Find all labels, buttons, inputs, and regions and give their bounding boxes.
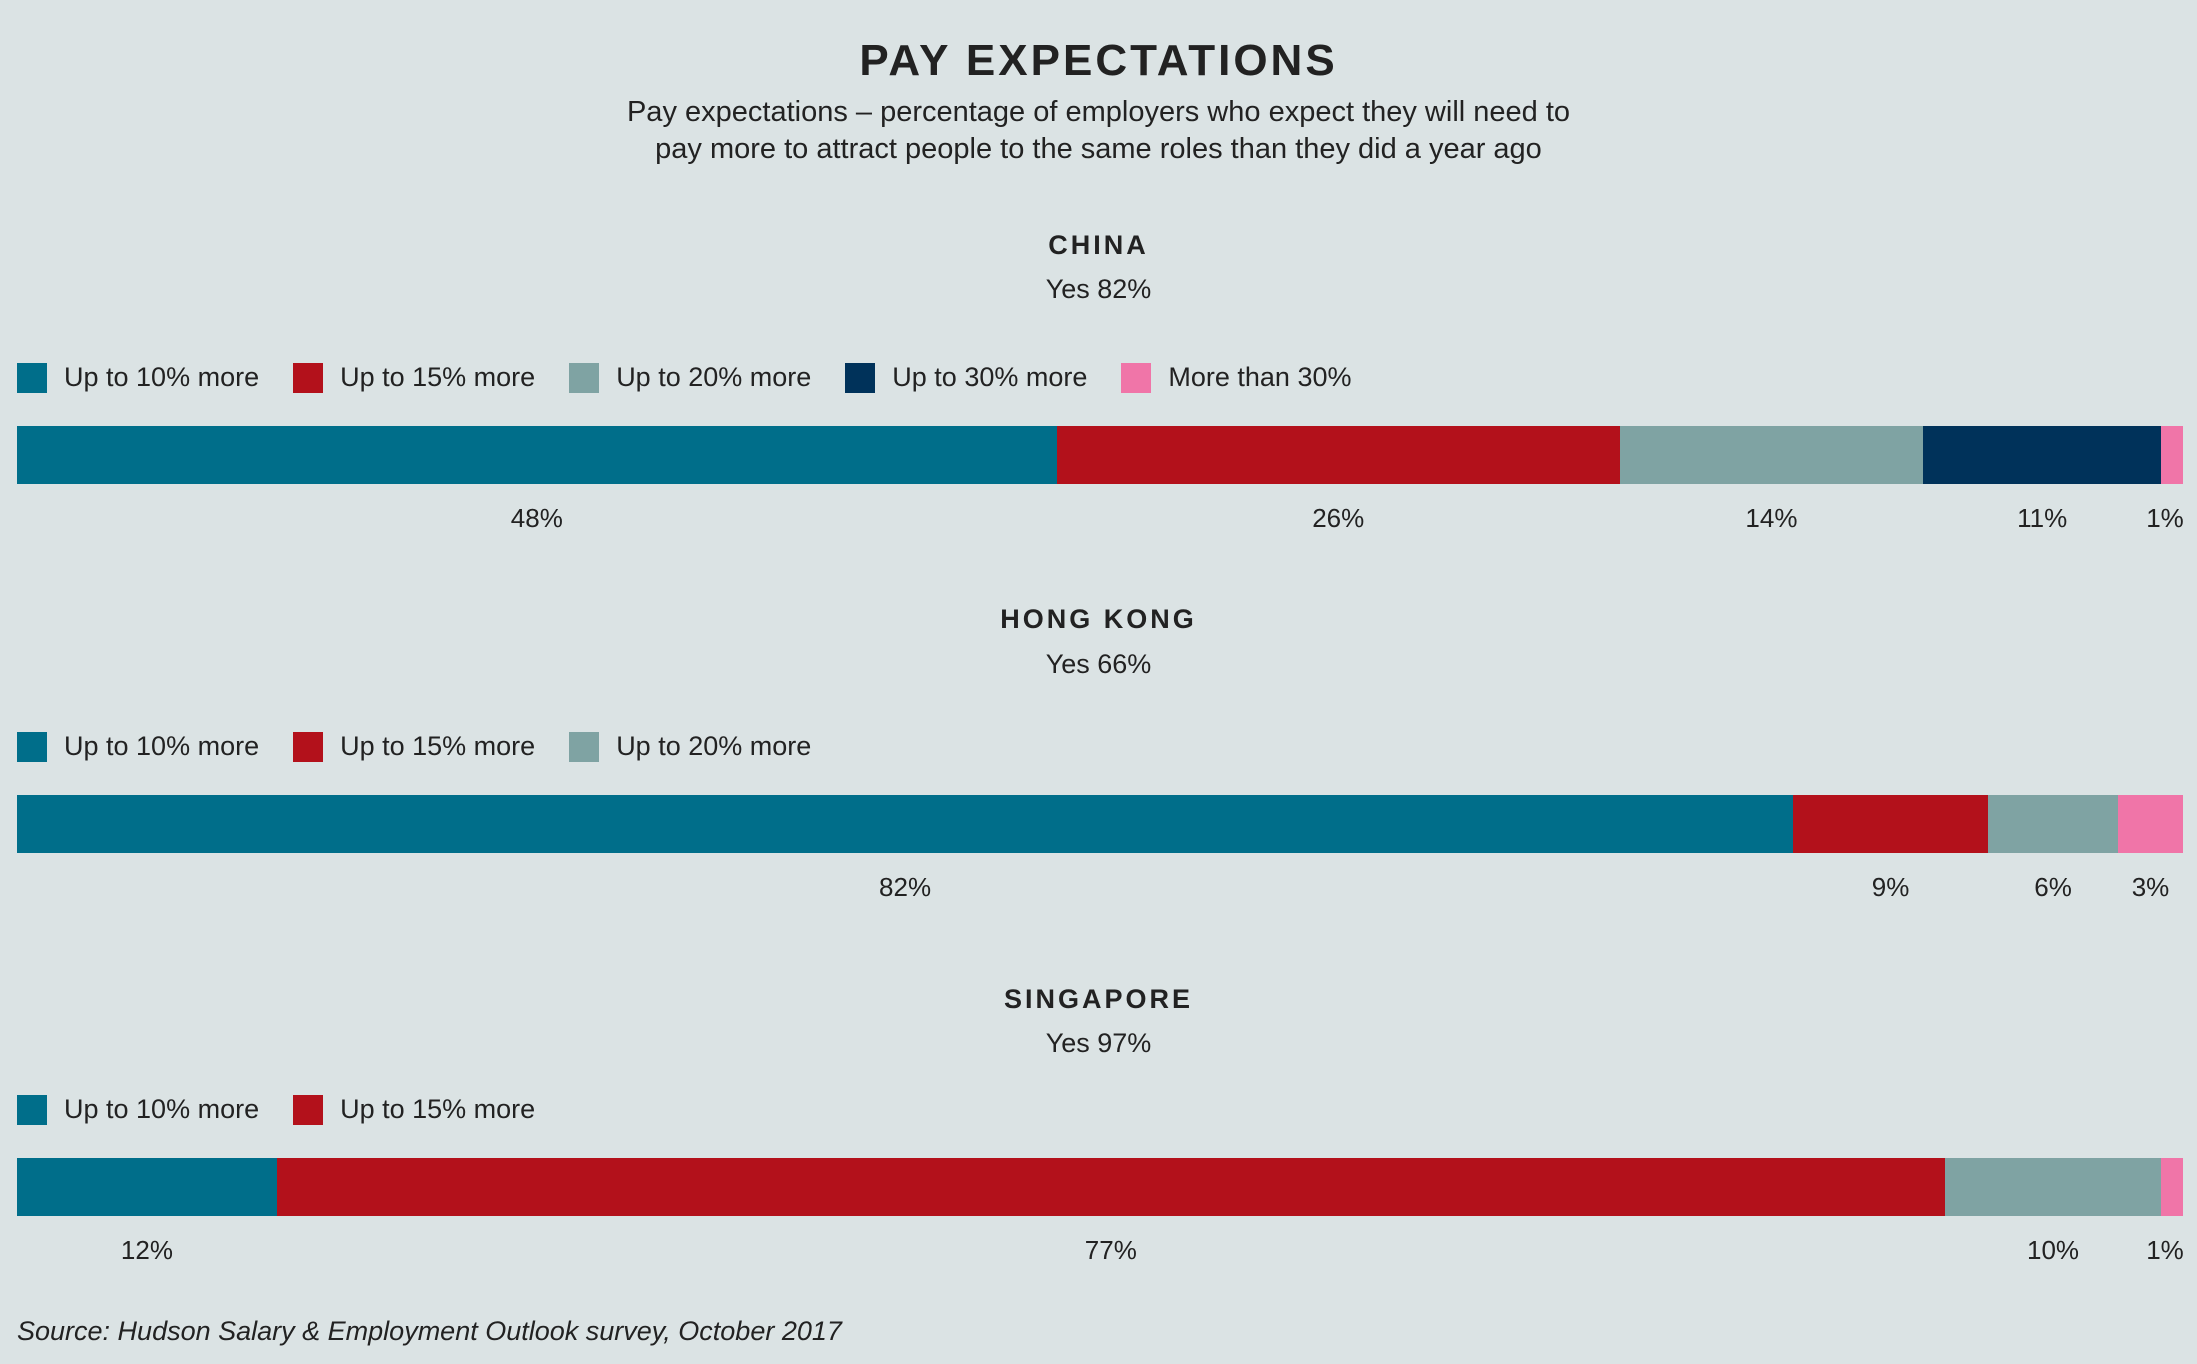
- bar-segment-up-to-15-more: [1056, 426, 1620, 484]
- data-label: 12%: [120, 1235, 173, 1265]
- chart-subtitle: Pay expectations – percentage of employe…: [0, 94, 2197, 168]
- legend-item-up-to-10-more: Up to 10% more: [17, 731, 259, 762]
- data-label: 1%: [2146, 1235, 2184, 1265]
- legend-label: Up to 20% more: [616, 362, 812, 392]
- legend-label: Up to 15% more: [340, 362, 536, 392]
- singapore-legend: Up to 10% more Up to 15% more: [17, 1094, 569, 1125]
- legend-item-up-to-15-more: Up to 15% more: [293, 362, 535, 393]
- legend-item-up-to-10-more: Up to 10% more: [17, 1094, 259, 1125]
- data-label: 9%: [1871, 872, 1910, 902]
- bar-segment-up-to-15-more: [1793, 795, 1989, 853]
- legend-label: More than 30%: [1168, 362, 1352, 392]
- bar-segment-up-to-20-more: [1619, 426, 1924, 484]
- legend-label: Up to 10% more: [64, 362, 260, 392]
- legend-item-up-to-10-more: Up to 10% more: [17, 362, 259, 393]
- data-label: 1%: [2146, 503, 2184, 533]
- legend-swatch: [845, 362, 876, 393]
- china-yes-label: Yes 82%: [1045, 274, 1152, 304]
- legend-swatch: [1121, 362, 1152, 393]
- data-label: 26%: [1312, 503, 1365, 533]
- data-label: 3%: [2131, 872, 2170, 902]
- legend-label: Up to 10% more: [64, 731, 260, 761]
- data-label: 82%: [879, 872, 932, 902]
- legend-label: Up to 10% more: [64, 1094, 260, 1124]
- china-value-labels: 48% 26% 14% 11% 1%: [17, 503, 2184, 537]
- legend-item-more-than-30: More than 30%: [1121, 362, 1351, 393]
- legend-swatch: [17, 1094, 47, 1125]
- legend-label: Up to 15% more: [340, 731, 536, 761]
- legend-label: Up to 30% more: [892, 362, 1088, 392]
- legend-item-up-to-15-more: Up to 15% more: [293, 731, 535, 762]
- data-label: 11%: [2017, 503, 2068, 533]
- source-note: Source: Hudson Salary & Employment Outlo…: [17, 1316, 842, 1346]
- legend-swatch: [293, 731, 324, 762]
- data-label: 10%: [2027, 1235, 2080, 1265]
- legend-swatch: [569, 731, 600, 762]
- subtitle-line-1: Pay expectations – percentage of employe…: [626, 96, 1571, 128]
- hong-kong-yes-label: Yes 66%: [1045, 649, 1152, 679]
- hong-kong-chart-title: HONG KONG: [1000, 604, 1197, 634]
- bar-segment-up-to-30-more: [1923, 426, 2162, 484]
- data-label: 77%: [1084, 1235, 1137, 1265]
- legend-item-up-to-20-more: Up to 20% more: [569, 362, 811, 393]
- singapore-yes-label: Yes 97%: [1045, 1028, 1152, 1058]
- bar-segment-up-to-20-more: [1944, 1158, 2162, 1216]
- chart-title: PAY EXPECTATIONS: [859, 36, 1338, 85]
- bar-segment-up-to-10-more: [17, 795, 1794, 853]
- china-chart-title: CHINA: [1048, 230, 1149, 260]
- legend-label: Up to 15% more: [340, 1094, 536, 1124]
- china-stacked-bar: [17, 426, 2183, 484]
- singapore-stacked-bar: [17, 1158, 2183, 1216]
- legend-item-up-to-15-more: Up to 15% more: [293, 1094, 535, 1125]
- bar-segment-more-than-30: [2161, 1158, 2183, 1216]
- singapore-chart-title: SINGAPORE: [1003, 984, 1194, 1014]
- subtitle-line-2: pay more to attract people to the same r…: [655, 133, 1542, 165]
- hong-kong-value-labels: 82% 9% 6% 3%: [17, 872, 2183, 906]
- hong-kong-stacked-bar: [17, 795, 2183, 853]
- bar-segment-up-to-15-more: [276, 1158, 1945, 1216]
- china-legend: Up to 10% more Up to 15% more Up to 20% mo…: [17, 362, 1385, 393]
- hong-kong-legend: Up to 10% more Up to 15% more Up to 20% mo…: [17, 731, 845, 762]
- legend-item-up-to-20-more: Up to 20% more: [569, 731, 811, 762]
- bar-segment-up-to-20-more: [1988, 795, 2118, 853]
- data-label: 48%: [510, 503, 563, 533]
- bar-segment-up-to-10-more: [17, 426, 1057, 484]
- legend-swatch: [17, 731, 47, 762]
- legend-swatch: [17, 362, 47, 393]
- data-label: 6%: [2034, 872, 2072, 902]
- singapore-value-labels: 12% 77% 10% 1%: [17, 1235, 2184, 1269]
- legend-item-up-to-30-more: Up to 30% more: [845, 362, 1087, 393]
- bar-segment-up-to-10-more: [17, 1158, 277, 1216]
- legend-swatch: [569, 362, 600, 393]
- bar-segment-more-than-30: [2118, 795, 2183, 853]
- data-label: 14%: [1745, 503, 1798, 533]
- legend-label: Up to 20% more: [616, 731, 812, 761]
- bar-segment-more-than-30: [2161, 426, 2183, 484]
- legend-swatch: [293, 1094, 324, 1125]
- legend-swatch: [293, 362, 324, 393]
